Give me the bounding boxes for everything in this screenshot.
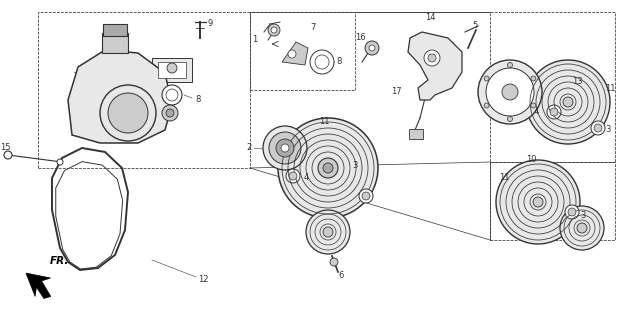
Text: 3: 3 [605, 125, 610, 134]
Circle shape [486, 68, 534, 116]
Circle shape [563, 97, 573, 107]
Circle shape [484, 103, 489, 108]
Circle shape [560, 206, 604, 250]
Text: 4: 4 [534, 108, 539, 116]
Text: 14: 14 [425, 13, 435, 22]
Text: 3: 3 [352, 162, 358, 171]
Circle shape [263, 126, 307, 170]
Circle shape [288, 50, 296, 58]
Circle shape [577, 223, 587, 233]
Text: 8: 8 [195, 95, 200, 105]
Circle shape [57, 159, 63, 165]
Text: 2: 2 [246, 143, 251, 153]
Circle shape [330, 258, 338, 266]
Circle shape [286, 169, 300, 183]
Circle shape [271, 27, 277, 33]
Circle shape [162, 105, 178, 121]
Text: 17: 17 [391, 87, 402, 97]
Circle shape [478, 60, 542, 124]
Circle shape [278, 118, 378, 218]
Circle shape [281, 144, 289, 152]
Circle shape [167, 63, 177, 73]
Circle shape [496, 160, 580, 244]
Circle shape [318, 158, 338, 178]
Circle shape [424, 50, 440, 66]
Text: 3: 3 [580, 211, 585, 220]
Text: 6: 6 [338, 271, 343, 281]
Circle shape [369, 45, 375, 51]
Text: 9: 9 [208, 19, 213, 28]
Text: 7: 7 [310, 23, 315, 33]
Circle shape [162, 85, 182, 105]
Text: 1: 1 [252, 36, 258, 44]
Polygon shape [158, 62, 186, 78]
Circle shape [568, 208, 576, 216]
Circle shape [315, 55, 329, 69]
Text: 13: 13 [572, 77, 583, 86]
Polygon shape [68, 50, 172, 143]
Circle shape [4, 151, 12, 159]
Text: 11: 11 [318, 117, 329, 126]
FancyBboxPatch shape [409, 129, 423, 139]
Text: 4: 4 [304, 173, 309, 182]
Text: FR.: FR. [50, 256, 70, 266]
Circle shape [365, 41, 379, 55]
Circle shape [508, 62, 513, 68]
FancyBboxPatch shape [103, 24, 127, 36]
Circle shape [166, 89, 178, 101]
Text: 5: 5 [472, 20, 477, 29]
Circle shape [268, 24, 280, 36]
Circle shape [428, 54, 436, 62]
Circle shape [547, 105, 561, 119]
Polygon shape [408, 32, 462, 100]
Circle shape [550, 108, 558, 116]
Circle shape [289, 172, 297, 180]
Polygon shape [26, 273, 51, 299]
Circle shape [508, 116, 513, 122]
Circle shape [594, 124, 602, 132]
Circle shape [526, 60, 610, 144]
Circle shape [484, 76, 489, 81]
Text: 15: 15 [0, 143, 11, 153]
Circle shape [502, 84, 518, 100]
Circle shape [533, 197, 543, 207]
Text: 12: 12 [198, 276, 208, 284]
Circle shape [310, 50, 334, 74]
Circle shape [323, 227, 333, 237]
Text: 11: 11 [499, 173, 510, 182]
Circle shape [591, 121, 605, 135]
Polygon shape [282, 42, 308, 65]
Circle shape [108, 93, 148, 133]
Circle shape [276, 139, 294, 157]
Text: 16: 16 [355, 34, 366, 43]
Circle shape [166, 109, 174, 117]
Text: 11: 11 [605, 84, 616, 92]
Polygon shape [152, 58, 192, 82]
Circle shape [531, 76, 536, 81]
Circle shape [531, 103, 536, 108]
Circle shape [100, 85, 156, 141]
Text: 8: 8 [336, 58, 341, 67]
Circle shape [269, 132, 301, 164]
Circle shape [306, 210, 350, 254]
Polygon shape [102, 33, 128, 53]
Circle shape [565, 205, 579, 219]
Text: 10: 10 [526, 156, 537, 164]
Circle shape [362, 192, 370, 200]
Circle shape [323, 163, 333, 173]
Circle shape [359, 189, 373, 203]
